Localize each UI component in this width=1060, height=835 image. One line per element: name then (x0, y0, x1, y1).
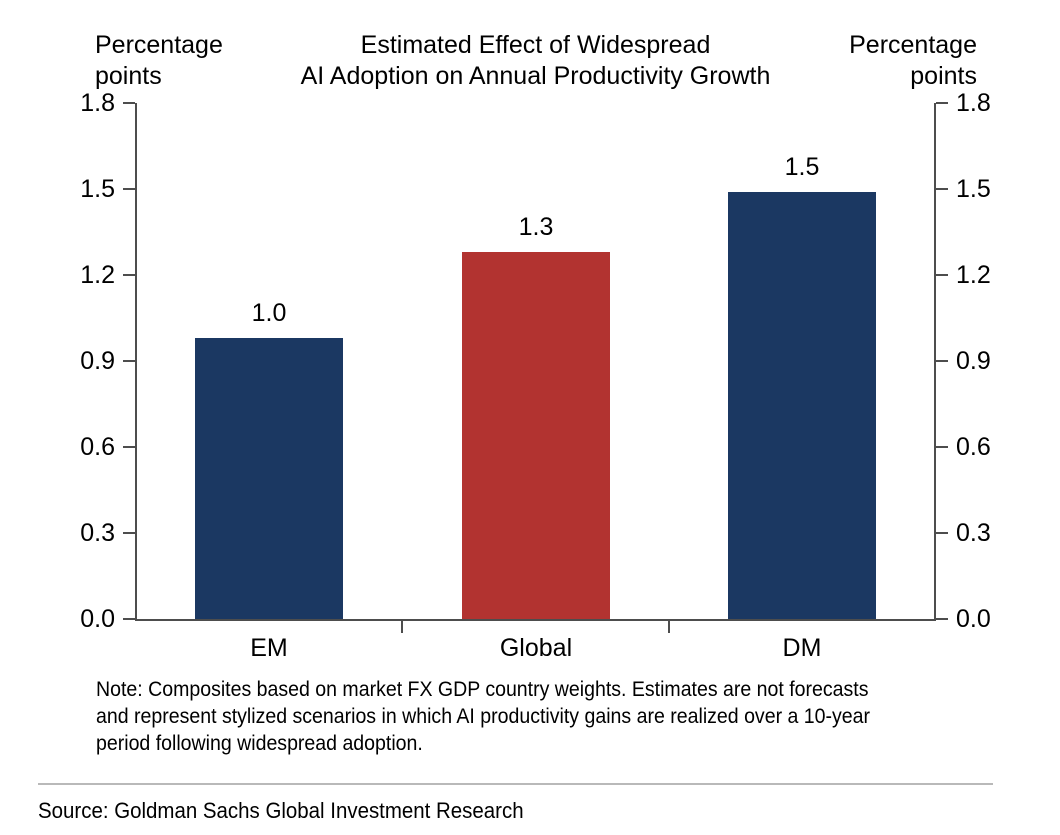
y-axis-tick-label-right: 1.5 (956, 175, 991, 203)
y-axis-tick-left (123, 532, 135, 534)
bar-dm (728, 192, 876, 619)
y-axis-tick-left (123, 274, 135, 276)
y-axis-line-left (135, 103, 137, 621)
bar-em (195, 338, 343, 619)
y-axis-tick-right (936, 274, 948, 276)
y-axis-tick-left (123, 102, 135, 104)
y-axis-tick-right (936, 102, 948, 104)
y-axis-tick-left (123, 360, 135, 362)
y-axis-tick-label-right: 1.8 (956, 89, 991, 117)
x-axis-tick (668, 621, 670, 633)
right-axis-unit-label: Percentage points (849, 30, 977, 92)
y-axis-tick-label-right: 0.6 (956, 433, 991, 461)
note-line2: and represent stylized scenarios in whic… (96, 705, 871, 728)
y-axis-tick-left (123, 618, 135, 620)
right-axis-unit-line2: points (910, 62, 977, 90)
note-line1: Note: Composites based on market FX GDP … (96, 678, 869, 701)
y-axis-tick-left (123, 188, 135, 190)
y-axis-tick-label-left: 1.5 (80, 175, 115, 203)
y-axis-tick-label-right: 1.2 (956, 261, 991, 289)
y-axis-tick-label-left: 0.6 (80, 433, 115, 461)
y-axis-tick-right (936, 360, 948, 362)
y-axis-tick-label-left: 1.2 (80, 261, 115, 289)
y-axis-tick-label-left: 0.9 (80, 347, 115, 375)
y-axis-tick-label-right: 0.0 (956, 605, 991, 633)
y-axis-tick-label-left: 1.8 (80, 89, 115, 117)
y-axis-tick-left (123, 446, 135, 448)
y-axis-tick-right (936, 188, 948, 190)
left-axis-unit-line2: points (95, 62, 162, 90)
bar-value-label: 1.5 (784, 153, 820, 181)
chart-title-line2: AI Adoption on Annual Productivity Growt… (300, 62, 771, 90)
x-axis-category-label: Global (499, 634, 573, 662)
x-axis-line (135, 619, 936, 621)
x-axis-category-label: EM (250, 634, 288, 662)
bar-value-label: 1.3 (518, 213, 554, 241)
divider-line (38, 783, 993, 785)
y-axis-line-right (934, 103, 936, 621)
left-axis-unit-label: Percentage points (95, 30, 223, 92)
chart-title: Estimated Effect of Widespread AI Adopti… (136, 30, 935, 92)
chart-note: Note: Composites based on market FX GDP … (96, 676, 970, 757)
y-axis-tick-label-left: 0.3 (80, 519, 115, 547)
bar-global (462, 252, 610, 619)
right-axis-unit-line1: Percentage (849, 31, 977, 59)
y-axis-tick-label-left: 0.0 (80, 605, 115, 633)
x-axis-category-label: DM (782, 634, 822, 662)
bar-value-label: 1.0 (251, 299, 287, 327)
y-axis-tick-right (936, 618, 948, 620)
x-axis-tick (401, 621, 403, 633)
chart-title-line1: Estimated Effect of Widespread (360, 31, 711, 59)
y-axis-tick-right (936, 532, 948, 534)
source-text: Source: Goldman Sachs Global Investment … (38, 798, 524, 823)
note-line3: period following widespread adoption. (96, 732, 423, 755)
left-axis-unit-line1: Percentage (95, 31, 223, 59)
y-axis-tick-right (936, 446, 948, 448)
y-axis-tick-label-right: 0.9 (956, 347, 991, 375)
y-axis-tick-label-right: 0.3 (956, 519, 991, 547)
